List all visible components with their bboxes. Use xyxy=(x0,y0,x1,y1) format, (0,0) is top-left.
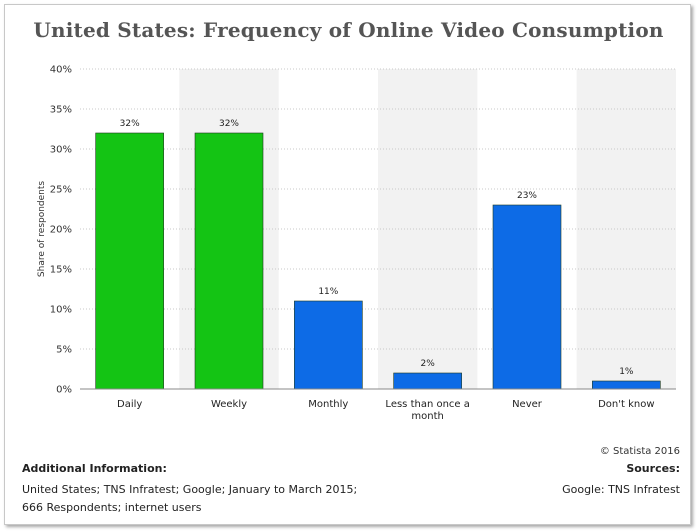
bar xyxy=(294,300,363,390)
x-tick-label: Monthly xyxy=(308,399,348,410)
y-tick-label: 30% xyxy=(50,145,72,156)
bar xyxy=(492,204,562,390)
x-tick-label: Less than once a month xyxy=(385,399,469,422)
additional-info-line: 666 Respondents; internet users xyxy=(22,501,202,514)
x-tick-label: Weekly xyxy=(211,399,247,410)
bar xyxy=(194,132,264,390)
sources-title: Sources: xyxy=(626,462,680,475)
copyright: © Statista 2016 xyxy=(599,446,680,457)
bar xyxy=(393,372,462,390)
y-tick-label: 10% xyxy=(50,305,72,316)
additional-info-title: Additional Information: xyxy=(22,462,167,475)
y-tick-label: 5% xyxy=(56,345,72,356)
y-tick-label: 15% xyxy=(50,265,72,276)
data-label: 23% xyxy=(517,191,537,201)
additional-info-line: United States; TNS Infratest; Google; Ja… xyxy=(22,483,358,496)
x-tick-label: Never xyxy=(512,399,543,410)
data-label: 1% xyxy=(619,367,634,377)
data-label: 2% xyxy=(421,359,436,369)
y-tick-label: 20% xyxy=(50,225,72,236)
data-label: 32% xyxy=(219,119,239,129)
x-tick-label: Don't know xyxy=(598,399,654,410)
bar xyxy=(95,132,164,390)
sources-text: Google: TNS Infratest xyxy=(562,483,680,496)
y-tick-label: 0% xyxy=(56,385,72,396)
data-label: 11% xyxy=(318,287,338,297)
y-axis-label: Share of respondents xyxy=(37,181,47,278)
chart-title: United States: Frequency of Online Video… xyxy=(33,18,664,42)
data-label: 32% xyxy=(120,119,140,129)
bar xyxy=(592,380,661,390)
y-tick-label: 40% xyxy=(50,65,72,76)
y-tick-label: 25% xyxy=(50,185,72,196)
background-band xyxy=(378,69,478,389)
y-tick-label: 35% xyxy=(50,105,72,116)
bar-chart: 0% 5% 10% 15% 20% 25% 30% 35% 40% Share of respon… xyxy=(37,65,676,422)
x-tick-label: Daily xyxy=(117,399,142,410)
